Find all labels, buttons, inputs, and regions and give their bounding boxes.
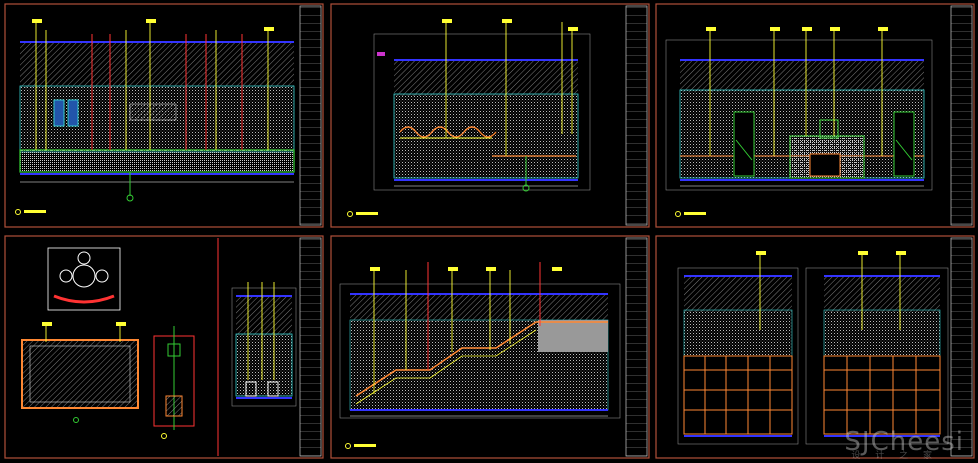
sheet-5 bbox=[330, 235, 650, 459]
title-block bbox=[625, 5, 648, 226]
sheet-4 bbox=[4, 235, 324, 459]
sheet-frame bbox=[330, 3, 650, 228]
sheet-frame bbox=[655, 3, 975, 228]
sheet-frame bbox=[4, 235, 324, 459]
title-block bbox=[625, 237, 648, 457]
sheet-6 bbox=[655, 235, 975, 459]
title-block bbox=[950, 237, 973, 457]
sheet-3 bbox=[655, 3, 975, 228]
title-block bbox=[299, 5, 322, 226]
sheet-frame bbox=[4, 3, 324, 228]
title-block bbox=[299, 237, 322, 457]
sheet-frame bbox=[655, 235, 975, 459]
title-block bbox=[950, 5, 973, 226]
sheet-1 bbox=[4, 3, 324, 228]
sheet-2 bbox=[330, 3, 650, 228]
sheet-frame bbox=[330, 235, 650, 459]
